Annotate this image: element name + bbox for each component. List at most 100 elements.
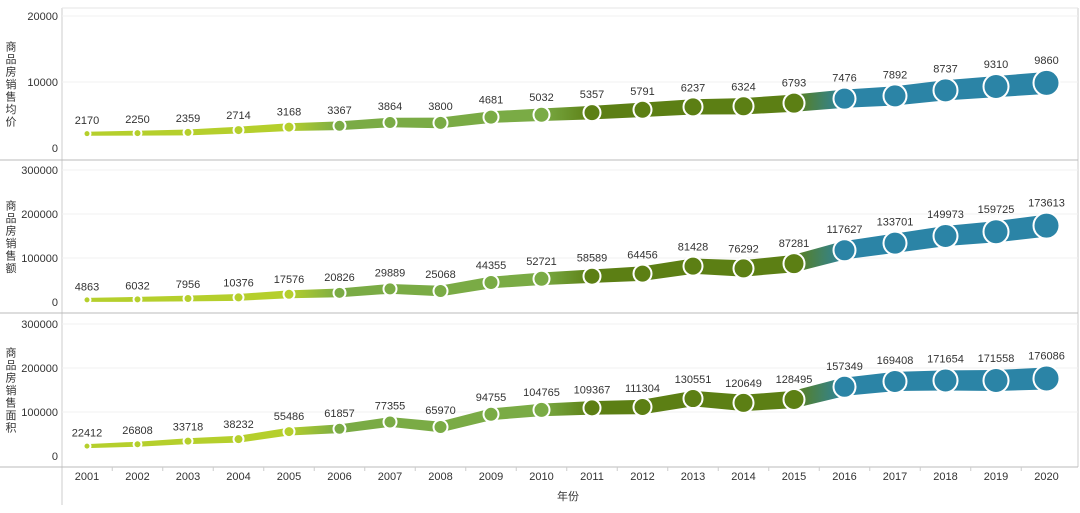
panel-1: 20000 10000 0 商品房销售均价 2170 2250 2359 2714 3168 33…: [0, 11, 1078, 161]
series-segment: [86, 441, 138, 449]
data-point: [332, 285, 347, 300]
series-segment: [187, 126, 239, 136]
data-point: [482, 405, 500, 423]
x-tick-label: 2018: [933, 471, 957, 483]
data-label: 26808: [122, 425, 153, 437]
x-tick-label: 2005: [277, 471, 301, 483]
data-point: [332, 118, 347, 133]
series-segment: [490, 403, 542, 421]
data-point: [182, 292, 194, 304]
series-segment: [641, 258, 695, 281]
x-tick-label: 2007: [378, 471, 402, 483]
x-tick-label: 2010: [529, 471, 553, 483]
series-segment: [591, 399, 643, 415]
data-label: 149973: [927, 209, 964, 221]
data-point: [632, 397, 653, 418]
series-segment: [692, 98, 744, 115]
data-label: 2359: [176, 113, 200, 125]
y-axis-label: 商品房销售额: [6, 198, 17, 275]
data-point: [432, 282, 449, 299]
x-tick-label: 2017: [883, 471, 907, 483]
x-axis: 2001 2002 2003 2004 2005 2006 2007 2008 2009 2010…: [75, 467, 1059, 503]
data-point: [982, 218, 1010, 246]
data-label: 7956: [176, 279, 200, 291]
data-point: [932, 77, 959, 104]
series-segment: [137, 129, 188, 136]
y-tick-label: 300000: [21, 319, 58, 331]
data-point: [282, 287, 296, 301]
data-label: 4681: [479, 95, 503, 107]
data-label: 171654: [927, 353, 964, 365]
data-point: [432, 418, 449, 435]
series-segment: [439, 111, 492, 129]
x-tick-label: 2011: [580, 471, 604, 483]
series-segment: [439, 276, 492, 297]
y-tick-label: 0: [52, 451, 58, 463]
data-point: [282, 425, 296, 439]
series-segment: [742, 390, 795, 412]
data-label: 9310: [984, 59, 1008, 71]
x-tick-label: 2008: [428, 471, 452, 483]
series-segment: [238, 427, 290, 443]
series-segment: [541, 401, 593, 417]
series-segment: [793, 89, 846, 112]
data-label: 7892: [883, 69, 907, 81]
data-point: [732, 95, 755, 118]
data-label: 133701: [877, 217, 914, 229]
data-label: 55486: [274, 411, 305, 423]
data-point: [1032, 364, 1061, 393]
data-label: 6324: [731, 81, 755, 93]
data-label: 157349: [826, 361, 863, 373]
data-label: 176086: [1028, 351, 1065, 363]
data-point: [1032, 68, 1061, 97]
x-tick-label: 2019: [984, 471, 1008, 483]
data-label: 130551: [675, 374, 712, 386]
data-label: 2170: [75, 115, 99, 127]
y-tick-label: 10000: [27, 77, 58, 89]
data-label: 2714: [226, 110, 250, 122]
series-segment: [390, 117, 441, 129]
series-segment: [843, 371, 896, 396]
x-tick-label: 2014: [731, 471, 755, 483]
data-label: 7476: [832, 73, 856, 85]
data-point: [532, 105, 551, 124]
data-point: [482, 108, 500, 126]
data-label: 77355: [375, 400, 406, 412]
data-point: [232, 124, 245, 137]
data-label: 169408: [877, 355, 914, 367]
y-axis-label: 商品房销售均价: [6, 40, 17, 129]
data-label: 128495: [776, 374, 813, 386]
data-point: [232, 433, 245, 446]
data-label: 173613: [1028, 198, 1065, 210]
data-point: [82, 295, 92, 305]
x-tick-label: 2004: [226, 471, 250, 483]
data-point: [332, 421, 347, 436]
data-point: [932, 223, 959, 250]
panel-3: 300000 200000 100000 0 商品房销售面积 22412 26808 3371…: [0, 319, 1078, 468]
data-point: [532, 400, 551, 419]
data-label: 2250: [125, 114, 149, 126]
series-segment: [743, 94, 795, 115]
data-label: 22412: [72, 428, 103, 440]
series-segment: [844, 86, 896, 108]
data-point: [582, 266, 602, 286]
data-point: [832, 238, 857, 263]
data-point: [282, 120, 296, 134]
data-label: 87281: [779, 238, 810, 250]
data-label: 3800: [428, 101, 452, 113]
y-tick-label: 300000: [21, 165, 58, 177]
data-point: [132, 128, 143, 139]
data-label: 52721: [526, 256, 557, 268]
data-label: 94755: [476, 392, 507, 404]
x-tick-label: 2015: [782, 471, 806, 483]
data-point: [682, 388, 704, 410]
data-label: 29889: [375, 267, 406, 279]
data-point: [582, 398, 602, 418]
series-segment: [338, 417, 391, 434]
series-segment: [137, 438, 189, 447]
x-tick-label: 2016: [832, 471, 856, 483]
series-segment: [641, 391, 695, 415]
series-segment: [692, 390, 745, 411]
data-label: 65970: [425, 405, 456, 417]
series-segment: [541, 269, 593, 286]
